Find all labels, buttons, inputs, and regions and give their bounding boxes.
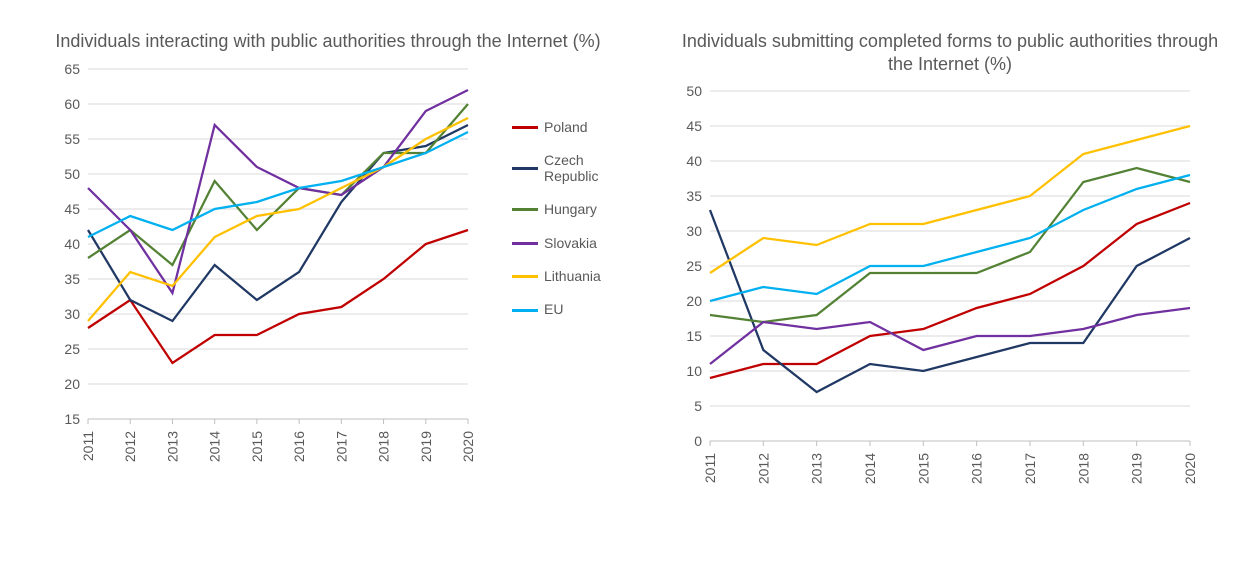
x-tick-label: 2012 bbox=[755, 453, 771, 484]
chart-left-title: Individuals interacting with public auth… bbox=[48, 30, 608, 53]
legend-swatch bbox=[512, 126, 538, 129]
series-czech-republic bbox=[88, 125, 468, 321]
series-hungary bbox=[710, 168, 1190, 322]
legend-label: CzechRepublic bbox=[544, 153, 598, 184]
series-hungary bbox=[88, 104, 468, 265]
x-tick-label: 2016 bbox=[969, 453, 985, 484]
x-tick-label: 2011 bbox=[702, 453, 718, 483]
y-tick-label: 15 bbox=[686, 328, 702, 344]
x-tick-label: 2019 bbox=[1129, 453, 1145, 484]
x-tick-label: 2020 bbox=[1182, 453, 1198, 484]
x-tick-label: 2020 bbox=[460, 430, 476, 461]
chart-right-title: Individuals submitting completed forms t… bbox=[670, 30, 1230, 75]
y-tick-label: 45 bbox=[64, 201, 80, 217]
legend-item-lithuania: Lithuania bbox=[512, 269, 622, 284]
chart-right: Individuals submitting completed forms t… bbox=[670, 30, 1230, 530]
y-tick-label: 50 bbox=[64, 166, 80, 182]
legend-item-poland: Poland bbox=[512, 120, 622, 135]
y-tick-label: 10 bbox=[686, 363, 702, 379]
x-tick-label: 2019 bbox=[418, 430, 434, 461]
x-tick-label: 2016 bbox=[291, 430, 307, 461]
legend: Poland CzechRepublic Hungary Slovakia Lithua… bbox=[512, 120, 622, 336]
x-tick-label: 2015 bbox=[249, 430, 265, 461]
legend-item-hungary: Hungary bbox=[512, 202, 622, 217]
x-tick-label: 2014 bbox=[207, 430, 223, 461]
x-tick-label: 2013 bbox=[809, 453, 825, 484]
x-tick-label: 2017 bbox=[333, 430, 349, 461]
y-tick-label: 5 bbox=[694, 398, 702, 414]
series-lithuania bbox=[88, 118, 468, 321]
y-tick-label: 35 bbox=[64, 271, 80, 287]
y-tick-label: 20 bbox=[64, 376, 80, 392]
y-tick-label: 60 bbox=[64, 96, 80, 112]
series-slovakia bbox=[88, 90, 468, 293]
y-tick-label: 65 bbox=[64, 61, 80, 77]
legend-swatch bbox=[512, 167, 538, 170]
y-tick-label: 50 bbox=[686, 83, 702, 99]
legend-label: Lithuania bbox=[544, 269, 601, 284]
page: { "chart1": { "type": "line", "title": "… bbox=[0, 0, 1259, 575]
y-tick-label: 25 bbox=[686, 258, 702, 274]
chart-right-svg: 0 5 10 15 20 25 30 35 40 45 50 2011 2012 2013 2014 2015… bbox=[670, 81, 1210, 521]
x-tick-label: 2011 bbox=[80, 430, 96, 460]
legend-label: Slovakia bbox=[544, 236, 597, 251]
y-tick-label: 15 bbox=[64, 411, 80, 427]
y-tick-label: 40 bbox=[64, 236, 80, 252]
legend-item-czech: CzechRepublic bbox=[512, 153, 622, 184]
x-tick-label: 2018 bbox=[1075, 453, 1091, 484]
y-tick-label: 30 bbox=[64, 306, 80, 322]
x-tick-label: 2013 bbox=[164, 430, 180, 461]
legend-swatch bbox=[512, 242, 538, 245]
series-lithuania bbox=[710, 126, 1190, 273]
y-tick-label: 30 bbox=[686, 223, 702, 239]
y-tick-label: 45 bbox=[686, 118, 702, 134]
legend-label: EU bbox=[544, 302, 563, 317]
legend-swatch bbox=[512, 275, 538, 278]
y-tick-label: 55 bbox=[64, 131, 80, 147]
x-tick-label: 2017 bbox=[1022, 453, 1038, 484]
legend-item-eu: EU bbox=[512, 302, 622, 317]
y-tick-label: 35 bbox=[686, 188, 702, 204]
legend-item-slovakia: Slovakia bbox=[512, 236, 622, 251]
series-poland bbox=[88, 230, 468, 363]
legend-label: Poland bbox=[544, 120, 588, 135]
x-tick-label: 2012 bbox=[122, 430, 138, 461]
chart-left-svg: 15 20 25 30 35 40 45 50 55 60 65 2011 2012 2013 2014 20… bbox=[48, 59, 488, 499]
legend-label: Hungary bbox=[544, 202, 597, 217]
y-tick-label: 0 bbox=[694, 433, 702, 449]
y-tick-label: 40 bbox=[686, 153, 702, 169]
x-tick-label: 2014 bbox=[862, 453, 878, 484]
y-tick-label: 25 bbox=[64, 341, 80, 357]
y-tick-label: 20 bbox=[686, 293, 702, 309]
x-tick-label: 2015 bbox=[915, 453, 931, 484]
legend-swatch bbox=[512, 208, 538, 211]
x-tick-label: 2018 bbox=[376, 430, 392, 461]
legend-swatch bbox=[512, 309, 538, 312]
